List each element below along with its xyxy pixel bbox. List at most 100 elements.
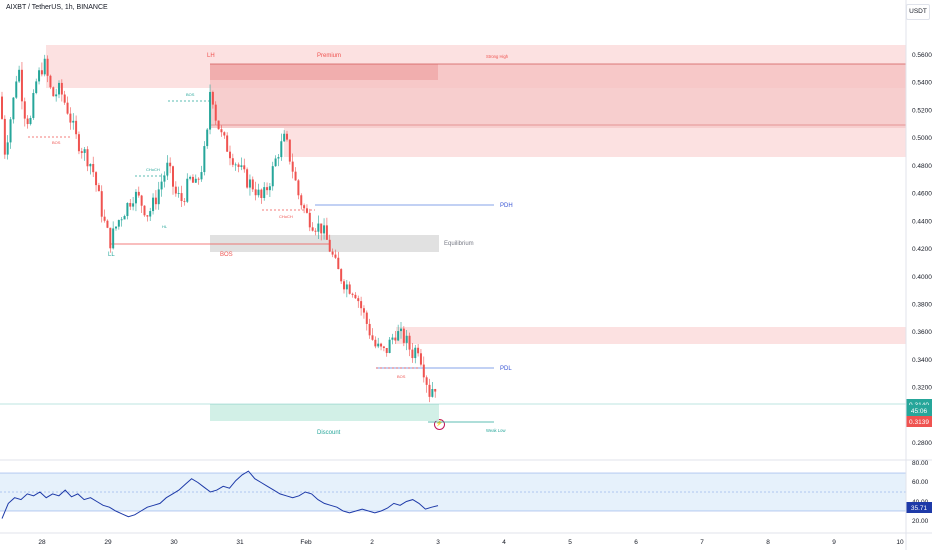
candle-body	[314, 230, 317, 232]
candle-body	[200, 172, 203, 180]
price-tick: 0.4200	[912, 246, 932, 253]
candle-body	[186, 178, 189, 202]
current-price-badge-bg	[906, 399, 932, 410]
candle-body	[174, 186, 177, 194]
candle-body	[351, 293, 354, 295]
premium-zone-lower	[210, 88, 906, 128]
candle-body	[365, 312, 368, 324]
candle-body	[40, 70, 43, 75]
candle-body	[154, 197, 157, 205]
candle-body	[60, 82, 63, 95]
time-tick: 8	[766, 539, 770, 546]
time-tick: 2	[370, 539, 374, 546]
hh-label: LH	[207, 53, 215, 59]
candle-body	[388, 339, 391, 353]
candle-body	[120, 219, 123, 221]
candle-body	[191, 176, 194, 183]
candle-body	[317, 223, 320, 232]
candle-body	[408, 335, 411, 350]
candle-body	[397, 331, 400, 341]
candle-body	[402, 328, 405, 343]
candle-body	[260, 189, 263, 198]
supply-zone	[396, 327, 906, 344]
time-axis[interactable]: 28 29 30 31 Feb 2 3 4 5 6 7 8 9 10	[0, 532, 932, 546]
strong-high-label: Strong High	[486, 54, 509, 59]
candle-body	[303, 205, 306, 209]
candle-body	[385, 347, 388, 353]
price-axis[interactable]: 0.5600 0.5400 0.5200 0.5000 0.4800 0.4600 0.44…	[912, 52, 932, 447]
time-tick: 28	[38, 539, 46, 546]
prev-price-badge: 0.3139	[909, 419, 929, 426]
candle-body	[89, 164, 92, 167]
rsi-line	[1, 470, 439, 519]
candle-body	[266, 187, 269, 191]
candle-body	[211, 91, 214, 105]
candle-body	[280, 141, 283, 158]
equilibrium-label: Equilibrium	[444, 241, 474, 247]
candle-body	[297, 180, 300, 196]
candle-body	[231, 158, 234, 165]
candle-body	[425, 377, 428, 385]
candle-body	[97, 185, 100, 192]
candle-body	[348, 284, 351, 294]
candle-body	[360, 301, 363, 309]
rsi-tick: 60.00	[912, 479, 929, 486]
price-tick: 0.3800	[912, 302, 932, 309]
candle-body	[123, 216, 126, 220]
candle-body	[100, 191, 103, 217]
candle-body	[189, 176, 192, 179]
weak-low-label: Weak Low	[486, 428, 506, 433]
candle-body	[209, 91, 212, 130]
candle-body	[43, 58, 46, 75]
candle-body	[23, 101, 26, 119]
candle-body	[394, 337, 397, 341]
candle-body	[357, 298, 360, 302]
candle-body	[431, 389, 434, 397]
bos-label: BOS	[220, 252, 233, 258]
price-tick: 0.3200	[912, 385, 932, 392]
candle-body	[243, 165, 246, 170]
candle-body	[328, 239, 331, 252]
choch-label-2: CHoCH	[279, 214, 293, 219]
premium-zone-inner	[210, 64, 438, 80]
candle-body	[66, 102, 69, 114]
candle-body	[163, 175, 166, 182]
candle-body	[320, 223, 323, 234]
time-tick: 5	[568, 539, 572, 546]
candle-body	[3, 118, 6, 155]
candle-body	[414, 347, 417, 359]
candle-body	[291, 161, 294, 172]
lightning-icon[interactable]: ⚡	[434, 419, 445, 430]
candle-body	[49, 75, 52, 88]
candle-body	[160, 181, 163, 190]
candle-body	[106, 220, 109, 228]
countdown-badge: 45:06	[911, 408, 928, 415]
price-tick: 0.5400	[912, 80, 932, 87]
candle-body	[268, 186, 271, 191]
candle-body	[112, 228, 115, 249]
candle-body	[126, 202, 129, 217]
candle-body	[86, 149, 89, 167]
candle-body	[368, 323, 371, 336]
equilibrium-zone	[210, 235, 439, 252]
candle-body	[391, 337, 394, 340]
candle-body	[12, 97, 15, 120]
candle-body	[18, 69, 21, 82]
price-tick: 0.4000	[912, 274, 932, 281]
candle-body	[345, 284, 348, 290]
candle-body	[343, 281, 345, 290]
time-tick: 29	[104, 539, 112, 546]
candle-body	[362, 308, 365, 313]
discount-zone	[210, 404, 439, 421]
candle-body	[428, 384, 431, 397]
time-tick: 7	[700, 539, 704, 546]
candle-body	[283, 133, 286, 142]
rsi-tick: 80.00	[912, 460, 929, 467]
candle-body	[80, 151, 83, 153]
candle-body	[294, 171, 297, 181]
candle-body	[109, 227, 112, 249]
discount-label: Discount	[317, 430, 341, 436]
